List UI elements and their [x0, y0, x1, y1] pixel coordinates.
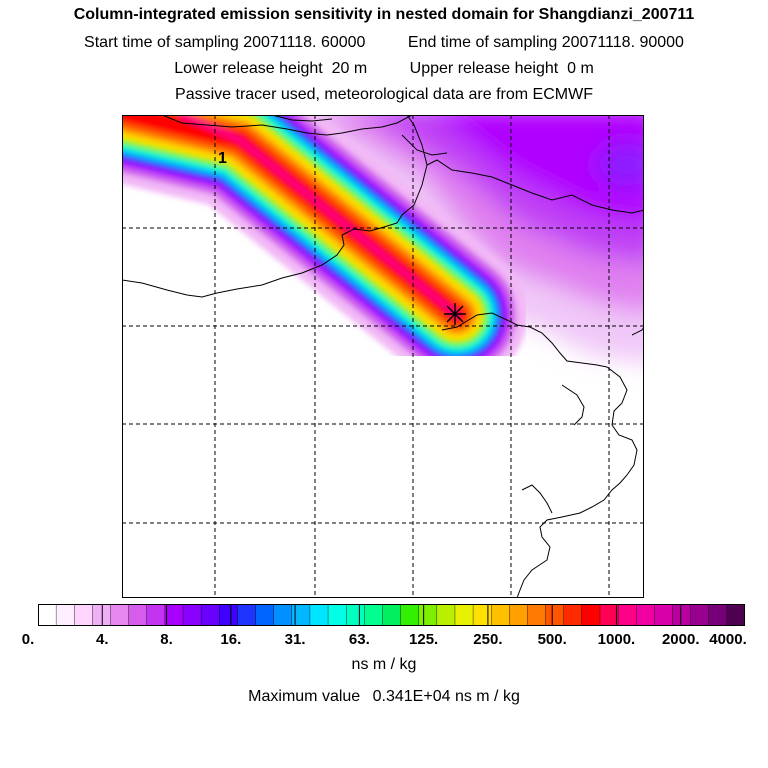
color-scale-cell [491, 604, 511, 626]
map-frame [122, 115, 644, 598]
start-label: Start time of sampling [84, 34, 239, 51]
color-scale-cell [690, 604, 710, 626]
color-scale-tick-label: 16. [220, 631, 242, 648]
color-scale-frame [38, 604, 745, 626]
color-scale-cell [219, 604, 239, 626]
plume-maximum-label: 1 [218, 150, 227, 167]
color-scale-tick-label: 125. [409, 631, 439, 648]
maximum-label: Maximum value [248, 688, 361, 705]
color-scale-tick-label: 0. [21, 631, 35, 648]
color-scale-cell [599, 604, 619, 626]
end-value: 20071118. 90000 [561, 34, 684, 51]
release-heights: Lower release height 20 m Upper release … [0, 60, 768, 78]
color-scale-cell [255, 604, 275, 626]
color-scale-tick-label: 1000. [597, 631, 636, 648]
color-scale-cell [309, 604, 329, 626]
color-scale-cell [237, 604, 257, 626]
sensitivity-map: 1 [122, 115, 644, 598]
coastlines [122, 115, 644, 598]
color-scale-cell [164, 604, 184, 626]
color-scale-tick-label: 31. [284, 631, 306, 648]
tracer-note: Passive tracer used, meteorological data… [175, 86, 593, 103]
color-scale-cell [418, 604, 438, 626]
color-scale-cell [654, 604, 674, 626]
color-scale-cell [38, 604, 57, 626]
color-scale-tick-label: 4000. [709, 631, 747, 648]
color-scale-tick-label: 500. [537, 631, 567, 648]
maximum-value-line: Maximum value 0.341E+04 ns m / kg [0, 688, 768, 706]
sampling-times: Start time of sampling 20071118. 60000 E… [0, 34, 768, 52]
color-scale-cell [146, 604, 166, 626]
receptor-asterisk-icon [444, 303, 466, 325]
upper-value: 0 m [567, 60, 594, 77]
color-scale-cell [672, 604, 692, 626]
color-scale-cell [182, 604, 202, 626]
start-value: 20071118. 60000 [243, 34, 366, 51]
lower-label: Lower release height [174, 60, 323, 77]
color-scale-cell [364, 604, 384, 626]
upper-label: Upper release height [409, 60, 559, 77]
color-scale-cell [55, 604, 76, 626]
color-scale-cell [563, 604, 583, 626]
color-scale-cell [273, 604, 293, 626]
color-scale-cell [617, 604, 638, 626]
color-scale-cell [545, 604, 565, 626]
color-scale-cell [92, 604, 112, 626]
color-scale-cell [382, 604, 402, 626]
color-scale-bar [38, 604, 745, 626]
color-scale-tick-label: 250. [473, 631, 503, 648]
lower-value: 20 m [331, 60, 368, 77]
color-scale-dividers [101, 604, 682, 626]
color-scale-cell [74, 604, 94, 626]
color-scale-cell [345, 604, 366, 626]
color-scale-cell [472, 604, 493, 626]
color-scale-tick-label: 8. [160, 631, 173, 648]
color-scale-tick-label: 63. [348, 631, 370, 648]
end-label: End time of sampling [407, 34, 558, 51]
lat-lon-gridlines [122, 115, 644, 598]
color-scale-cell [636, 604, 656, 626]
color-scale-cell [708, 604, 728, 626]
color-scale-cell [327, 604, 347, 626]
color-scale-tick-label: 2000. [661, 631, 700, 648]
color-scale-cell [436, 604, 456, 626]
emission-plume [122, 115, 527, 385]
map-title: Column-integrated emission sensitivity i… [73, 6, 695, 23]
color-scale-cell [200, 604, 221, 626]
maximum-value: 0.341E+04 ns m / kg [372, 688, 520, 705]
color-scale-cell [527, 604, 547, 626]
color-scale-cell [400, 604, 420, 626]
color-scale-tick-label: 4. [96, 631, 109, 648]
color-scale-cell [110, 604, 130, 626]
color-scale-cell [128, 604, 148, 626]
unit-label: ns m / kg [351, 656, 417, 673]
color-scale-cell [509, 604, 529, 626]
color-scale-cells [38, 604, 745, 626]
color-scale-cell [581, 604, 601, 626]
color-scale-cell [454, 604, 474, 626]
color-scale-cell [726, 604, 745, 626]
